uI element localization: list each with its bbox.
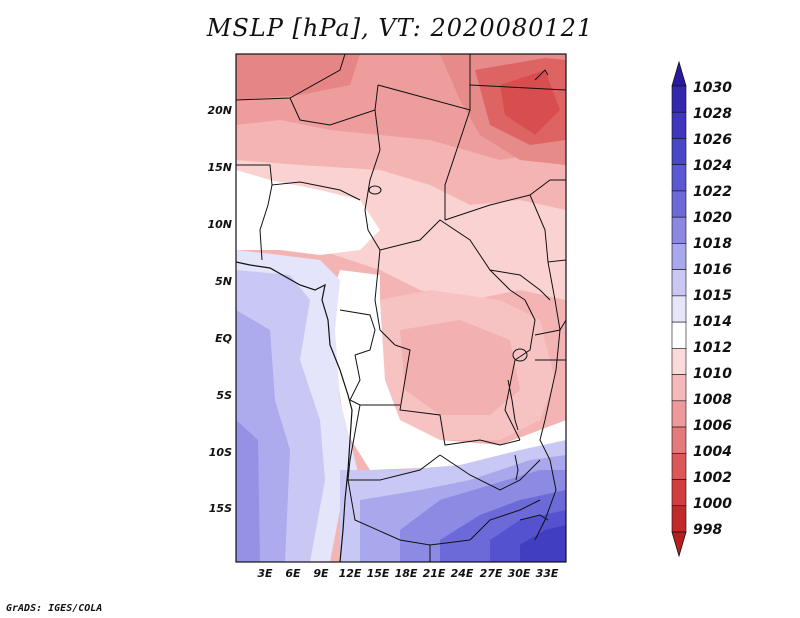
- colorbar-top-triangle: [671, 60, 687, 87]
- country-boundaries: [236, 54, 566, 562]
- lon-label-27E: 27E: [479, 567, 503, 580]
- field-1009-basin: [400, 320, 520, 415]
- lon-label-15E: 15E: [366, 567, 390, 580]
- lat-label-20N: 20N: [207, 104, 232, 117]
- colorbar-segment: [671, 348, 687, 375]
- colorbar-label-1026: 1026: [693, 132, 732, 148]
- colorbar-segment: [671, 190, 687, 218]
- border-zambia: [439, 454, 541, 491]
- lon-label-24E: 24E: [450, 567, 474, 580]
- field-1014-west: [236, 170, 380, 255]
- lakes: [368, 69, 549, 521]
- nile-delta: [534, 69, 549, 81]
- colorbar-segment: [671, 400, 687, 428]
- border-drc-east: [504, 299, 536, 441]
- border-chad-west: [364, 109, 381, 231]
- border-egypt-sudan: [469, 84, 566, 91]
- border-nw: [236, 54, 346, 101]
- border-gabon: [339, 309, 376, 356]
- lat-label-5N: 5N: [215, 275, 232, 288]
- border-car: [367, 219, 551, 301]
- field-1002: [500, 70, 560, 135]
- border-cameroon: [374, 249, 396, 346]
- lat-label-10N: 10N: [207, 218, 232, 231]
- border-sahel: [236, 164, 361, 201]
- border-chad-sudan: [444, 109, 471, 220]
- lat-label-15N: 15N: [207, 161, 232, 174]
- colorbar-segment: [671, 321, 687, 349]
- colorbar-label-1016: 1016: [693, 262, 732, 278]
- field-1020-ocean: [236, 420, 260, 562]
- border-benin: [259, 184, 273, 261]
- lat-label-15S: 15S: [208, 502, 232, 515]
- colorbar-label-1018: 1018: [693, 236, 732, 252]
- lon-label-33E: 33E: [535, 567, 559, 580]
- border-namibia: [347, 479, 471, 546]
- colorbar-label-1010: 1010: [693, 366, 732, 382]
- grads-credit: GrADS: IGES/COLA: [6, 603, 103, 614]
- map-title: MSLP [hPa], VT: 2020080121: [206, 14, 594, 42]
- border-drc-south: [394, 344, 521, 446]
- lake-kariba: [519, 514, 549, 521]
- lon-label-9E: 9E: [313, 567, 329, 580]
- colorbar-segment: [671, 426, 687, 454]
- colorbar-label-1012: 1012: [693, 340, 732, 356]
- colorbar-segment: [671, 374, 687, 402]
- colorbar-segment: [671, 138, 687, 166]
- lon-label-30E: 30E: [507, 567, 531, 580]
- colorbar-label-1008: 1008: [693, 392, 732, 408]
- lat-label-EQ: EQ: [215, 332, 232, 345]
- colorbar-segment: [671, 111, 687, 139]
- lat-label-5S: 5S: [216, 389, 232, 402]
- map-frame: [235, 53, 567, 563]
- colorbar-segment: [671, 505, 687, 533]
- atlantic-coastline: [236, 261, 353, 562]
- east-coastline: [534, 261, 561, 541]
- border-ssudan: [489, 269, 526, 301]
- lake-victoria: [512, 348, 528, 362]
- lon-label-18E: 18E: [394, 567, 418, 580]
- colorbar-label-1028: 1028: [693, 106, 732, 122]
- colorbar-label-998: 998: [693, 522, 723, 538]
- colorbar-label-1015: 1015: [693, 288, 732, 304]
- border-angola-north: [349, 354, 400, 406]
- lat-label-10S: 10S: [208, 446, 232, 459]
- field-1026: [520, 525, 566, 562]
- colorbar-segment: [671, 479, 687, 507]
- lake-tanganyika: [507, 379, 519, 431]
- border-zimbabwe: [469, 499, 541, 541]
- colorbar-label-1000: 1000: [693, 496, 732, 512]
- lon-label-6E: 6E: [285, 567, 301, 580]
- colorbar-label-1002: 1002: [693, 470, 732, 486]
- colorbar-segment: [671, 295, 687, 323]
- border-ethiopia: [529, 194, 566, 263]
- colorbar-label-1024: 1024: [693, 158, 732, 174]
- lake-chad: [368, 185, 382, 195]
- field-1006-west: [236, 54, 360, 100]
- colorbar-label-1006: 1006: [693, 418, 732, 434]
- colorbar-segment: [671, 216, 687, 244]
- colorbar-segment: [671, 452, 687, 480]
- colorbar-segment: [671, 164, 687, 192]
- lake-malawi: [514, 454, 519, 481]
- colorbar-segment: [671, 243, 687, 270]
- colorbar-label-1020: 1020: [693, 210, 732, 226]
- colorbar: [671, 60, 687, 558]
- colorbar-label-1022: 1022: [693, 184, 732, 200]
- field-1014-south: [330, 270, 566, 470]
- colorbar-label-1030: 1030: [693, 80, 732, 96]
- colorbar-segment: [671, 269, 687, 297]
- lon-label-21E: 21E: [422, 567, 446, 580]
- pressure-field: [236, 54, 566, 562]
- border-niger-chad: [289, 84, 379, 126]
- colorbar-bottom-triangle: [671, 531, 687, 558]
- lon-label-3E: 3E: [257, 567, 273, 580]
- colorbar-label-1004: 1004: [693, 444, 732, 460]
- colorbar-label-1014: 1014: [693, 314, 732, 330]
- colorbar-segment: [671, 85, 687, 113]
- lon-label-12E: 12E: [338, 567, 362, 580]
- border-angola: [347, 404, 441, 481]
